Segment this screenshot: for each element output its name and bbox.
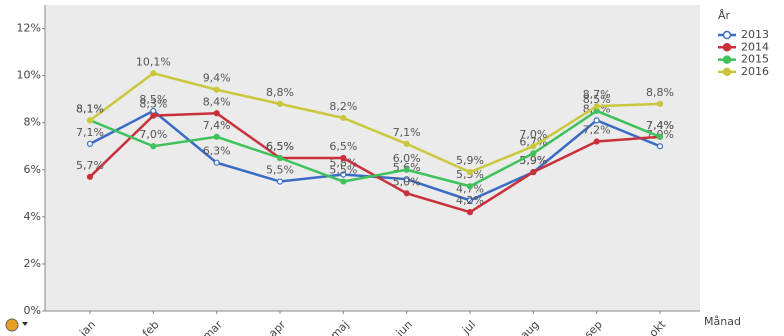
point bbox=[466, 183, 474, 190]
point bbox=[530, 150, 537, 157]
point bbox=[403, 166, 410, 173]
data-label: 5,7% bbox=[76, 159, 104, 172]
data-label: 10,1% bbox=[136, 55, 171, 68]
point bbox=[403, 176, 410, 183]
data-label: 5,8% bbox=[329, 156, 357, 169]
data-label: 8,5% bbox=[583, 93, 611, 106]
x-tick-label: feb bbox=[140, 318, 162, 336]
point bbox=[86, 117, 94, 124]
data-label: 7,0% bbox=[139, 128, 167, 141]
y-tick-label: 0% bbox=[24, 304, 41, 317]
y-tick-label: 8% bbox=[24, 116, 41, 129]
data-label: 6,3% bbox=[203, 145, 231, 158]
data-label: 8,2% bbox=[329, 100, 357, 113]
data-label: 8,4% bbox=[203, 95, 231, 108]
data-label: 8,1% bbox=[76, 102, 104, 115]
point bbox=[150, 143, 157, 150]
point bbox=[213, 86, 220, 93]
data-label: 7,4% bbox=[203, 119, 231, 132]
legend-marker bbox=[722, 55, 732, 64]
y-tick-label: 2% bbox=[24, 257, 41, 270]
point bbox=[276, 154, 284, 162]
point bbox=[593, 138, 600, 145]
y-tick-label: 6% bbox=[24, 163, 41, 176]
point bbox=[86, 140, 94, 147]
point bbox=[530, 169, 537, 176]
point bbox=[593, 117, 600, 124]
data-label: 8,7% bbox=[583, 88, 611, 101]
x-tick-label: sep bbox=[582, 318, 605, 336]
point bbox=[593, 103, 600, 110]
data-label: 9,4% bbox=[203, 72, 231, 85]
point bbox=[340, 178, 347, 185]
series-line bbox=[89, 71, 661, 174]
data-label: 6,0% bbox=[393, 152, 421, 165]
point bbox=[276, 178, 284, 185]
point bbox=[466, 209, 474, 216]
x-tick-label: okt bbox=[647, 318, 669, 336]
data-label: 6,5% bbox=[266, 140, 294, 153]
data-label: 7,4% bbox=[646, 119, 674, 132]
x-axis-label: Månad bbox=[704, 315, 741, 328]
point bbox=[340, 114, 347, 122]
data-label: 8,1% bbox=[76, 102, 104, 115]
legend-title: År bbox=[718, 9, 731, 22]
data-label: 7,0% bbox=[519, 128, 547, 141]
legend-label: 2015 bbox=[741, 53, 769, 66]
point bbox=[213, 133, 220, 140]
data-label: 6,7% bbox=[519, 135, 547, 148]
point bbox=[150, 70, 157, 77]
data-label: 7,2% bbox=[583, 124, 611, 137]
x-tick-label: jul bbox=[459, 318, 478, 336]
point bbox=[213, 159, 220, 166]
y-tick-label: 4% bbox=[24, 210, 41, 223]
plot-area bbox=[45, 5, 700, 311]
x-tick-label: maj bbox=[328, 318, 352, 336]
x-tick-label: mar bbox=[200, 318, 225, 336]
point bbox=[656, 100, 664, 107]
x-tick-label: jun bbox=[393, 318, 415, 336]
data-label: 5,0% bbox=[393, 175, 421, 188]
data-label: 6,5% bbox=[266, 140, 294, 153]
data-label: 8,8% bbox=[646, 86, 674, 99]
data-label: 8,8% bbox=[266, 86, 294, 99]
point bbox=[530, 143, 537, 150]
point bbox=[340, 154, 347, 162]
data-label: 8,3% bbox=[139, 98, 167, 111]
series-line bbox=[89, 109, 661, 188]
point bbox=[466, 169, 474, 176]
point bbox=[150, 112, 157, 119]
data-label: 5,5% bbox=[266, 164, 294, 177]
point bbox=[656, 133, 664, 140]
data-label: 7,1% bbox=[76, 126, 104, 139]
point bbox=[466, 197, 474, 204]
point bbox=[86, 173, 94, 180]
y-tick-label: 12% bbox=[17, 22, 41, 35]
data-label: 7,1% bbox=[393, 126, 421, 139]
legend-label: 2014 bbox=[741, 40, 769, 53]
legend-marker bbox=[722, 30, 732, 40]
x-tick-label: apr bbox=[266, 318, 288, 336]
point bbox=[403, 140, 410, 147]
legend-marker bbox=[722, 43, 732, 52]
data-label: 5,5% bbox=[329, 164, 357, 177]
legend-label: 2013 bbox=[741, 28, 769, 41]
x-tick-label: jan bbox=[76, 318, 98, 336]
data-label: 6,5% bbox=[329, 140, 357, 153]
data-label: 5,9% bbox=[456, 154, 484, 167]
point bbox=[656, 143, 664, 150]
legend-label: 2016 bbox=[741, 65, 769, 78]
menu-icon[interactable] bbox=[5, 318, 28, 332]
point bbox=[276, 100, 284, 107]
point bbox=[213, 110, 220, 117]
data-label: 7,4% bbox=[646, 119, 674, 132]
x-tick-label: aug bbox=[518, 318, 542, 336]
data-label: 8,5% bbox=[139, 93, 167, 106]
point bbox=[340, 171, 347, 178]
data-label: 4,2% bbox=[456, 194, 484, 207]
point bbox=[403, 190, 410, 197]
legend-marker bbox=[722, 67, 732, 77]
y-tick-label: 10% bbox=[17, 69, 41, 82]
